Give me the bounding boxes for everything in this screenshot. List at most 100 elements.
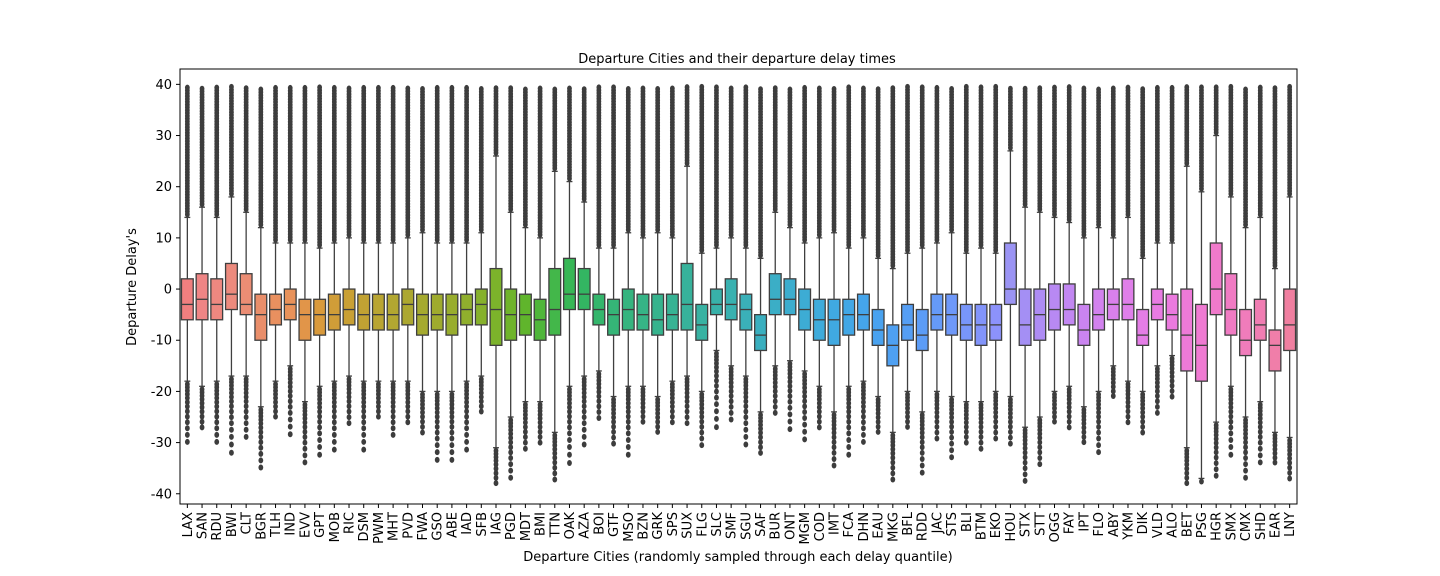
outlier-marker (361, 431, 367, 438)
outlier-marker (1125, 413, 1131, 420)
box-pvd (401, 85, 415, 426)
outlier-marker (1022, 85, 1028, 92)
outlier-marker (816, 424, 822, 431)
outlier-marker (1022, 471, 1028, 478)
outlier-marker (405, 413, 411, 420)
outlier-marker (478, 393, 484, 400)
outlier-marker (1213, 449, 1219, 456)
outlier-marker (1052, 84, 1057, 91)
outlier-marker (611, 440, 616, 447)
outlier-marker (816, 413, 822, 420)
outlier-marker (875, 428, 881, 435)
box-body (900, 303, 915, 341)
outlier-marker (1110, 393, 1116, 400)
outlier-marker (214, 403, 220, 410)
outlier-marker (1022, 465, 1028, 472)
outlier-marker (1066, 84, 1072, 91)
outlier-marker (258, 444, 264, 451)
outlier-marker (184, 431, 190, 438)
outliers (361, 84, 367, 453)
outlier-marker (640, 418, 646, 425)
box-body (489, 267, 503, 347)
outlier-marker (302, 452, 308, 459)
outlier-marker (581, 86, 587, 93)
outlier-marker (361, 438, 367, 445)
outlier-marker (331, 431, 337, 438)
outlier-marker (434, 409, 440, 416)
outlier-marker (949, 440, 955, 447)
outlier-marker (302, 84, 308, 91)
outlier-marker (787, 418, 793, 425)
outlier-marker (361, 408, 367, 415)
outlier-marker (625, 413, 631, 420)
outlier-marker (787, 86, 793, 93)
outlier-marker (199, 424, 205, 431)
outlier-marker (993, 83, 999, 90)
outlier-marker (449, 429, 455, 436)
box-pgd (504, 85, 518, 481)
outlier-marker (464, 399, 469, 406)
outlier-marker (1096, 423, 1101, 430)
box-body (607, 298, 621, 336)
outliers (405, 85, 411, 426)
outlier-marker (214, 431, 220, 438)
outlier-marker (493, 470, 499, 477)
outlier-marker (376, 403, 381, 410)
outliers (331, 84, 337, 453)
outlier-marker (184, 84, 190, 91)
box-body (695, 303, 709, 341)
outlier-marker (522, 439, 528, 446)
outlier-marker (714, 394, 719, 401)
outlier-marker (611, 84, 616, 91)
outlier-marker (302, 424, 308, 431)
outlier-marker (214, 419, 220, 426)
outlier-marker (978, 428, 984, 435)
outlier-marker (434, 84, 440, 91)
outlier-marker (993, 418, 999, 425)
outlier-marker (537, 428, 543, 435)
outlier-marker (787, 387, 793, 394)
outlier-marker (1228, 83, 1234, 90)
outlier-marker (522, 419, 528, 426)
outlier-marker (317, 436, 323, 443)
outlier-marker (229, 449, 234, 456)
outlier-marker (376, 84, 381, 91)
outlier-marker (596, 415, 602, 422)
box-body (210, 278, 224, 321)
box-ric (342, 85, 356, 427)
outlier-marker (831, 444, 837, 451)
outlier-marker (1022, 454, 1028, 461)
outlier-marker (1096, 442, 1101, 449)
outlier-marker (258, 439, 264, 446)
outlier-marker (199, 418, 205, 425)
outlier-marker (346, 398, 352, 405)
outlier-marker (728, 409, 734, 416)
outlier-marker (1008, 440, 1013, 447)
outlier-marker (625, 85, 631, 92)
outliers (317, 84, 323, 458)
outlier-marker (743, 433, 749, 440)
outlier-marker (714, 382, 719, 389)
outlier-marker (963, 439, 969, 446)
outlier-marker (802, 403, 808, 410)
box-body (651, 293, 665, 336)
outlier-marker (669, 413, 675, 420)
outlier-marker (743, 408, 749, 415)
outlier-marker (684, 403, 690, 410)
outlier-marker (464, 413, 469, 420)
outlier-marker (287, 398, 293, 405)
outlier-marker (625, 436, 631, 443)
outliers (229, 83, 234, 456)
outlier-marker (640, 413, 646, 420)
box-body (239, 273, 253, 316)
box-body (680, 262, 694, 331)
box-body (636, 293, 650, 331)
outlier-marker (1184, 84, 1190, 91)
outlier-marker (714, 408, 719, 415)
outlier-marker (758, 444, 763, 451)
outlier-marker (243, 403, 249, 410)
outlier-marker (434, 429, 440, 436)
box-sfb (474, 85, 488, 415)
box-body (871, 308, 885, 347)
outlier-marker (861, 425, 866, 432)
